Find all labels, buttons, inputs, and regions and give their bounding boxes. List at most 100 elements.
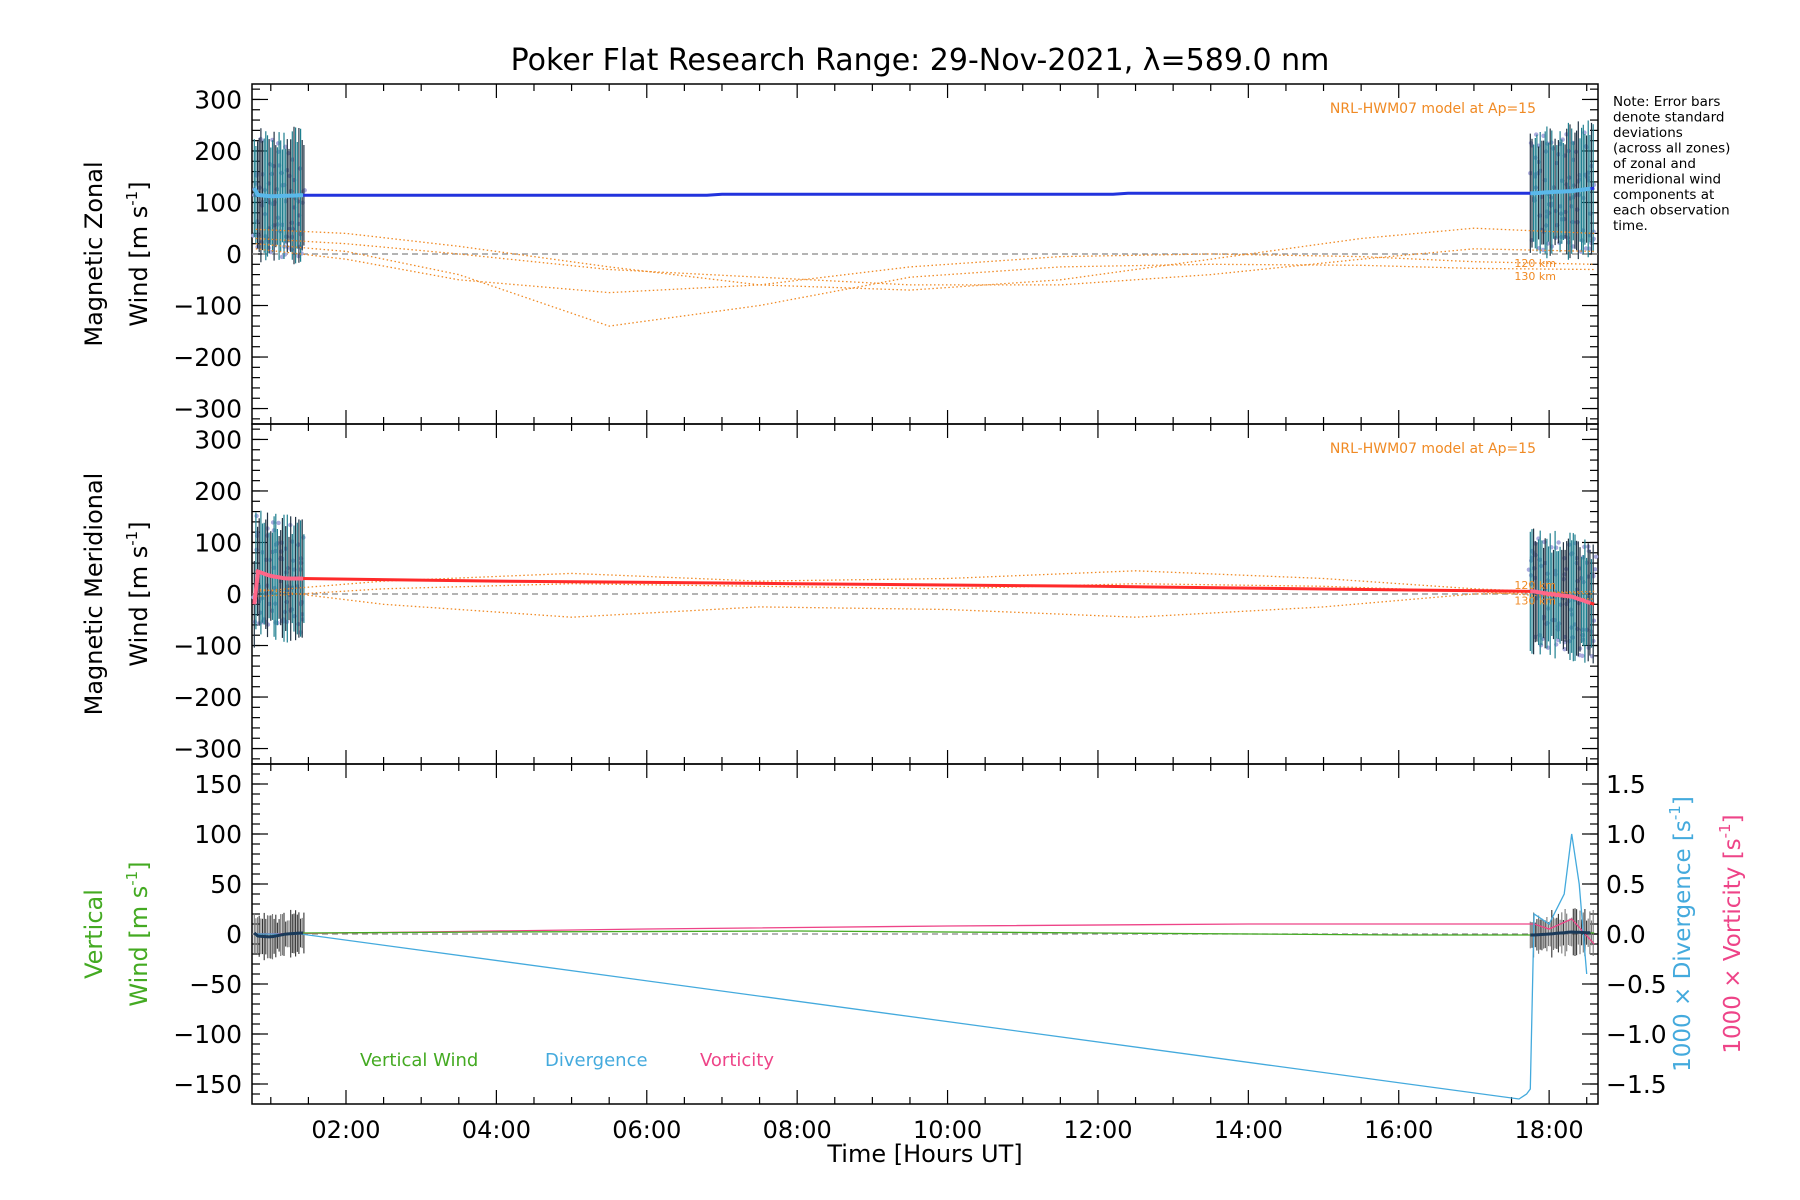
zonal-ylabel-line1: Magnetic Zonal	[80, 161, 108, 346]
legend-vertical-wind: Vertical Wind	[360, 1050, 478, 1071]
spread-point	[1567, 542, 1572, 547]
spread-point	[1585, 174, 1590, 180]
meridional-ylabel-line1: Magnetic Meridional	[80, 473, 108, 716]
divergence-y2label-close: ]	[1670, 796, 1696, 805]
divergence-line	[255, 833, 1588, 1100]
spread-point	[282, 252, 288, 257]
y-tick-label: 50	[210, 870, 242, 899]
measured-wind-line	[255, 186, 1595, 198]
vorticity-y2label-exp: -1	[1716, 823, 1734, 838]
y-tick-label: −200	[173, 683, 242, 712]
measured-burst-line	[252, 568, 304, 605]
spread-point	[1563, 566, 1569, 572]
vertical-wind-panel: 150 100 50 0 −50 −100 −150 1.5 1.0 0.5 0.0 −0.5 −1.0…	[173, 764, 1667, 1144]
y-tick-label: 0	[226, 920, 242, 949]
spread-point	[267, 161, 273, 167]
y-tick-label: 300	[194, 425, 242, 454]
spread-point	[1593, 554, 1599, 559]
x-tick-label: 16:00	[1364, 1116, 1433, 1144]
y-tick-label: 150	[194, 770, 242, 799]
spread-point	[1583, 246, 1589, 251]
meridional-ylabel-line2: Wind [m s-1]	[123, 521, 153, 666]
y-tick-label: −150	[173, 1070, 242, 1099]
y-tick-label: −100	[173, 1020, 242, 1049]
measured-burst-line	[1530, 186, 1591, 196]
vertical-ylabel-unit: [m s	[125, 886, 153, 939]
note-line: Note: Error bars	[1613, 94, 1720, 110]
model-label: NRL-HWM07 model at Ap=15	[1330, 101, 1536, 117]
meridional-ylabel-close: ]	[125, 521, 153, 530]
spread-point	[1570, 219, 1575, 225]
spread-point	[296, 542, 301, 548]
spread-point	[1573, 149, 1579, 154]
zonal-ylabel-line2: Wind [m s-1]	[123, 181, 153, 326]
spread-point	[254, 171, 259, 176]
spread-point	[1555, 637, 1561, 643]
x-tick-label: 02:00	[311, 1116, 380, 1144]
zonal-ylabel-prefix: Wind	[125, 259, 153, 327]
meridional-wind-panel: 300 200 100 0 −100 −200 −300 NRL-HWM07 model at…	[173, 424, 1599, 764]
measured-burst-line	[252, 187, 304, 199]
meridional-ylabel-unit: [m s	[125, 546, 153, 599]
spread-point	[1591, 618, 1597, 623]
spread-point	[284, 234, 289, 239]
note-line: time.	[1613, 218, 1648, 234]
y-tick-label: 100	[194, 820, 242, 849]
y2-tick-label: 1.5	[1606, 770, 1646, 799]
spread-point	[1591, 182, 1597, 187]
y-tick-label: −200	[173, 343, 242, 372]
y2-tick-label: −1.5	[1606, 1070, 1667, 1099]
spread-point	[279, 254, 285, 260]
vorticity-line	[255, 918, 1595, 945]
vertical-ylabel-prefix: Wind	[125, 939, 153, 1007]
divergence-y2label-main: 1000 × Divergence [s	[1670, 820, 1696, 1072]
y-tick-label: 0	[226, 240, 242, 269]
y2-tick-label: 1.0	[1606, 820, 1646, 849]
model-alt-label-130: 130 km	[1514, 594, 1556, 607]
vertical-burst-line	[1530, 930, 1591, 937]
zonal-wind-panel: 300 200 100 0 −100 −200 −300 NRL-HWM07 model at…	[173, 84, 1598, 424]
spread-point	[254, 513, 259, 519]
model-alt-label-130: 130 km	[1514, 270, 1556, 283]
model-curve-2	[255, 588, 1595, 618]
x-tick-label: 14:00	[1214, 1116, 1283, 1144]
spread-point	[1560, 137, 1565, 142]
spread-point	[1583, 144, 1589, 149]
spread-point	[1577, 192, 1582, 198]
y-tick-label: −100	[173, 632, 242, 661]
y-tick-label: 100	[194, 528, 242, 557]
vertical-ylabel-close: ]	[125, 861, 153, 870]
spread-point	[267, 557, 273, 563]
spread-point	[276, 141, 281, 146]
spread-point	[279, 170, 284, 176]
x-tick-label: 08:00	[763, 1116, 832, 1144]
spread-point	[1543, 149, 1549, 154]
spread-point	[1538, 643, 1544, 648]
vertical-ylabel-line1: Vertical	[80, 889, 108, 979]
spread-point	[1570, 635, 1575, 640]
y2-tick-label: −0.5	[1606, 970, 1667, 999]
spread-point	[1592, 567, 1598, 572]
spread-point	[270, 137, 275, 143]
model-curve-4	[255, 237, 1595, 286]
y-tick-label: −300	[173, 395, 242, 424]
spread-point	[269, 171, 274, 177]
spread-point	[1565, 235, 1570, 240]
vertical-burst-line	[253, 931, 304, 939]
note-line: of zonal and	[1613, 156, 1696, 172]
vorticity-y2label-close: ]	[1720, 814, 1746, 823]
spread-point	[1575, 220, 1580, 225]
note-line: each observation	[1613, 203, 1730, 219]
spread-point	[1580, 653, 1585, 658]
spread-point	[1568, 607, 1574, 612]
x-tick-label: 18:00	[1515, 1116, 1584, 1144]
note-line: meridional wind	[1613, 172, 1721, 188]
y2-tick-label: 0.5	[1606, 870, 1646, 899]
vertical-ylabel-line2: Wind [m s-1]	[123, 861, 153, 1006]
spread-point	[1532, 198, 1537, 203]
vertical-ylabel: Vertical Wind [m s-1]	[80, 861, 153, 1006]
vorticity-y2label-text: 1000 × Vorticity [s-1]	[1716, 814, 1746, 1053]
spread-point	[262, 211, 268, 217]
spread-point	[1540, 247, 1546, 253]
y-tick-label: 0	[226, 580, 242, 609]
